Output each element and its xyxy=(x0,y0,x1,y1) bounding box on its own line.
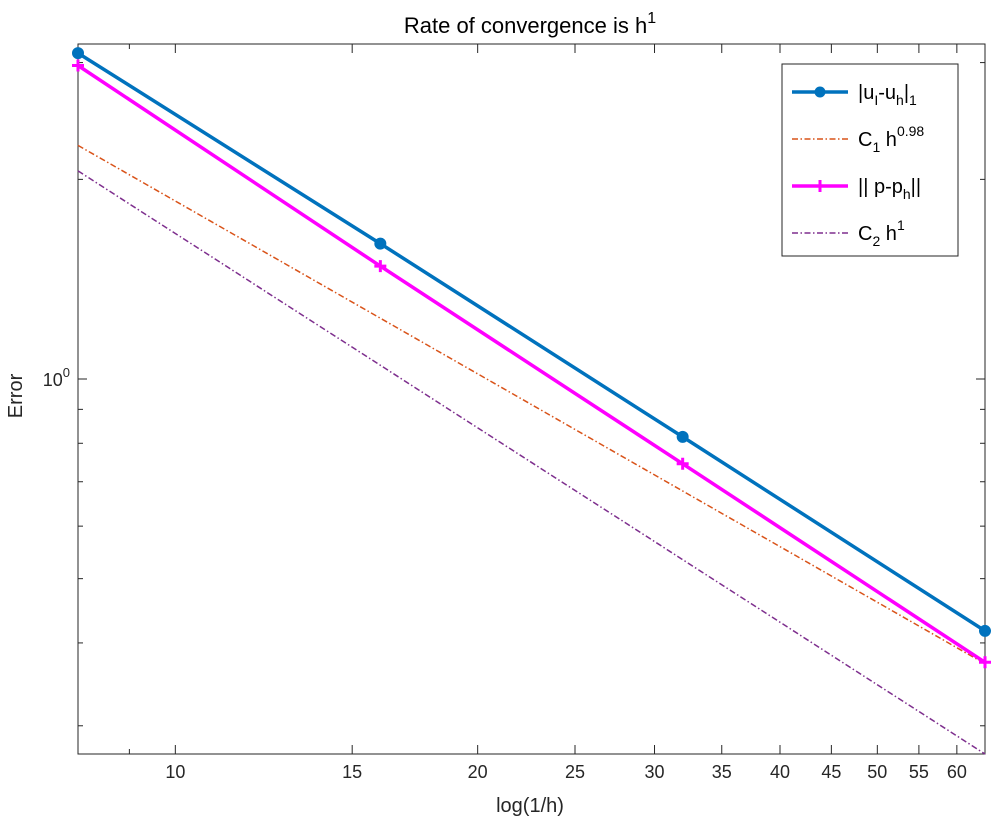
legend: |uI-uh|1 C1 h0.98 || p-ph|| C2 h1 xyxy=(781,63,959,257)
x-tick-label: 45 xyxy=(821,762,841,782)
axes-box xyxy=(77,43,986,755)
series-1 xyxy=(72,47,991,637)
chart-title: Rate of convergence is h1 xyxy=(404,10,656,38)
series-1-line xyxy=(77,51,986,633)
legend-box xyxy=(781,63,959,257)
data-point xyxy=(374,260,387,273)
data-point xyxy=(72,59,84,72)
x-tick-label: 10 xyxy=(165,762,185,782)
data-point xyxy=(374,237,387,250)
y-tick-label: 100 xyxy=(43,365,70,390)
legend-label-4: C2 h1 xyxy=(858,217,905,249)
chart-title-text: Rate of convergence is h xyxy=(404,13,647,38)
x-axis-label: log(1/h) xyxy=(496,795,564,817)
series-3-line xyxy=(77,64,986,664)
x-tick-label: 35 xyxy=(712,762,732,782)
x-tick-label: 60 xyxy=(947,762,967,782)
data-point xyxy=(676,430,689,443)
data-point xyxy=(676,457,689,470)
series-3 xyxy=(72,59,991,669)
data-point xyxy=(979,656,991,669)
data-point xyxy=(72,47,84,60)
series-4 xyxy=(77,170,986,755)
plot-area: 10 15 20 25 30 35 40 45 50 55 60 100 xyxy=(43,43,991,782)
x-tick-label: 55 xyxy=(909,762,929,782)
y-axis-label: Error xyxy=(5,373,27,418)
legend-marker xyxy=(814,86,826,98)
series-2-line xyxy=(77,144,986,665)
series-4-line xyxy=(77,170,986,755)
x-tick-label: 15 xyxy=(342,762,362,782)
x-tick-label: 30 xyxy=(645,762,665,782)
series-2 xyxy=(77,144,986,665)
data-point xyxy=(979,624,991,637)
legend-label-1: |uI-uh|1 xyxy=(858,82,917,108)
legend-marker xyxy=(814,180,826,192)
chart-title-superscript: 1 xyxy=(647,10,656,27)
x-tick-label: 50 xyxy=(867,762,887,782)
legend-label-3: || p-ph|| xyxy=(858,176,921,202)
legend-label-2: C1 h0.98 xyxy=(858,123,924,155)
x-tick-label: 20 xyxy=(468,762,488,782)
x-tick-label: 25 xyxy=(565,762,585,782)
x-tick-label: 40 xyxy=(770,762,790,782)
